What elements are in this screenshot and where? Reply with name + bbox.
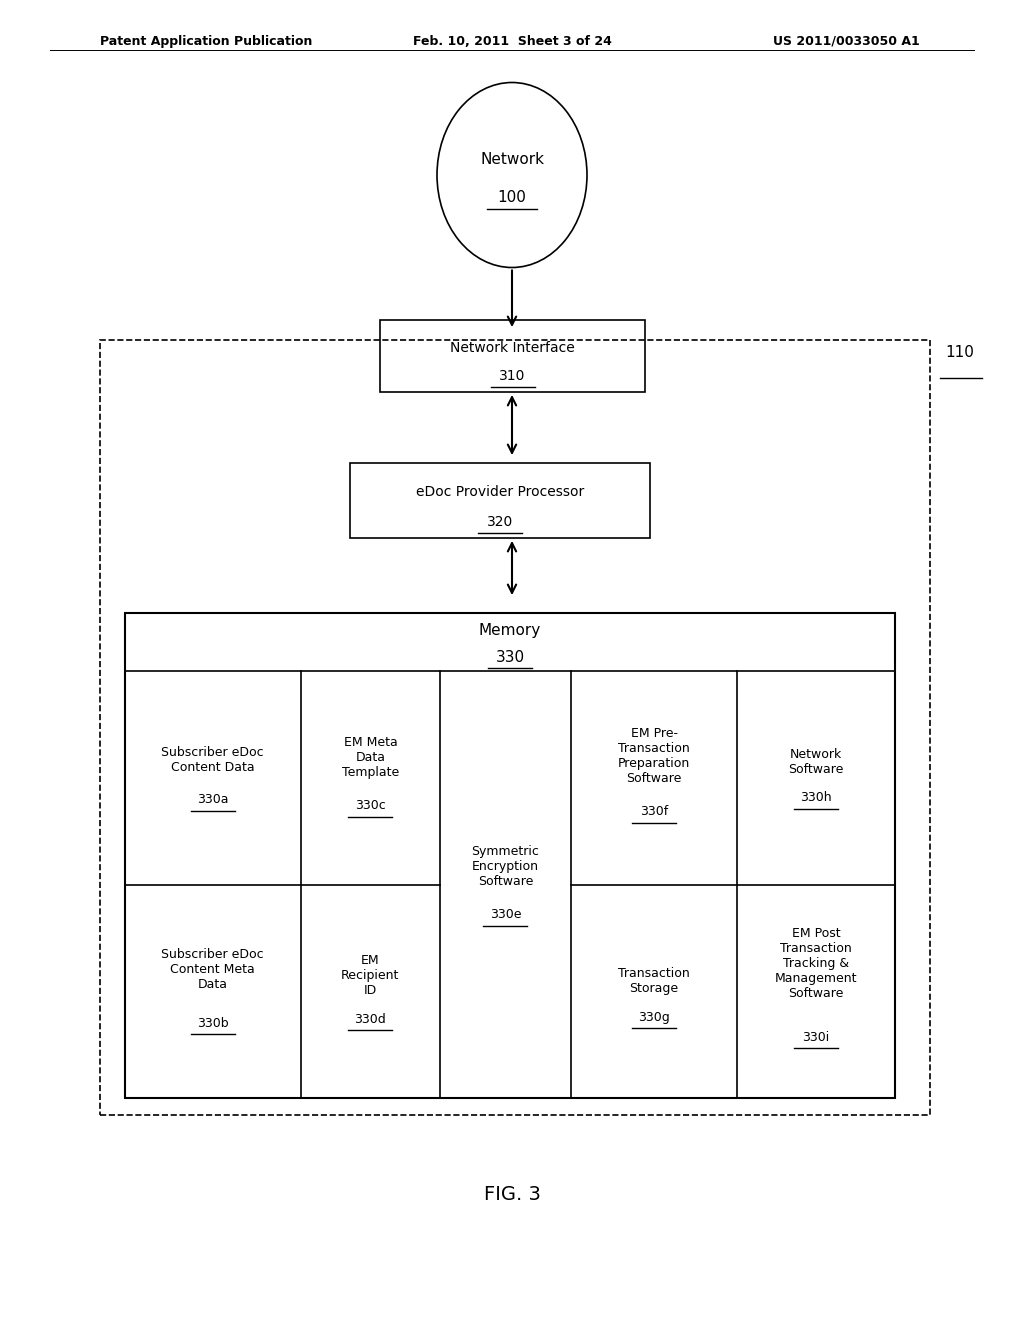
Text: US 2011/0033050 A1: US 2011/0033050 A1 xyxy=(773,36,920,48)
Text: 330b: 330b xyxy=(197,1016,228,1030)
Bar xyxy=(125,612,895,1098)
Text: 330: 330 xyxy=(496,649,524,664)
Text: 330h: 330h xyxy=(801,791,833,804)
Text: 330c: 330c xyxy=(355,799,386,812)
Text: FIG. 3: FIG. 3 xyxy=(483,1185,541,1204)
Text: 330i: 330i xyxy=(803,1031,829,1044)
Text: Memory: Memory xyxy=(479,623,541,639)
Text: 330e: 330e xyxy=(489,908,521,921)
Text: 100: 100 xyxy=(498,190,526,205)
Text: Subscriber eDoc
Content Data: Subscriber eDoc Content Data xyxy=(162,746,264,774)
Text: 330a: 330a xyxy=(197,793,228,807)
Text: 110: 110 xyxy=(945,345,974,360)
Text: EM Meta
Data
Template: EM Meta Data Template xyxy=(342,737,399,779)
Text: Network: Network xyxy=(480,153,544,168)
Text: Symmetric
Encryption
Software: Symmetric Encryption Software xyxy=(472,845,540,888)
Text: 330f: 330f xyxy=(640,805,669,818)
Text: Transaction
Storage: Transaction Storage xyxy=(618,968,690,995)
Text: 330d: 330d xyxy=(354,1012,386,1026)
Text: EM Pre-
Transaction
Preparation
Software: EM Pre- Transaction Preparation Software xyxy=(617,727,690,785)
Text: Network
Software: Network Software xyxy=(788,747,844,776)
Text: Network Interface: Network Interface xyxy=(451,341,574,355)
Text: EM
Recipient
ID: EM Recipient ID xyxy=(341,954,399,997)
Text: Feb. 10, 2011  Sheet 3 of 24: Feb. 10, 2011 Sheet 3 of 24 xyxy=(413,36,611,48)
Text: Subscriber eDoc
Content Meta
Data: Subscriber eDoc Content Meta Data xyxy=(162,948,264,991)
Text: 330g: 330g xyxy=(638,1011,670,1024)
Text: eDoc Provider Processor: eDoc Provider Processor xyxy=(416,486,584,499)
Bar xyxy=(350,463,650,539)
Text: 310: 310 xyxy=(500,370,525,383)
Bar xyxy=(100,341,930,1115)
Text: EM Post
Transaction
Tracking &
Management
Software: EM Post Transaction Tracking & Managemen… xyxy=(775,927,857,999)
Bar xyxy=(380,319,645,392)
Text: 320: 320 xyxy=(486,515,513,529)
Text: Patent Application Publication: Patent Application Publication xyxy=(100,36,312,48)
